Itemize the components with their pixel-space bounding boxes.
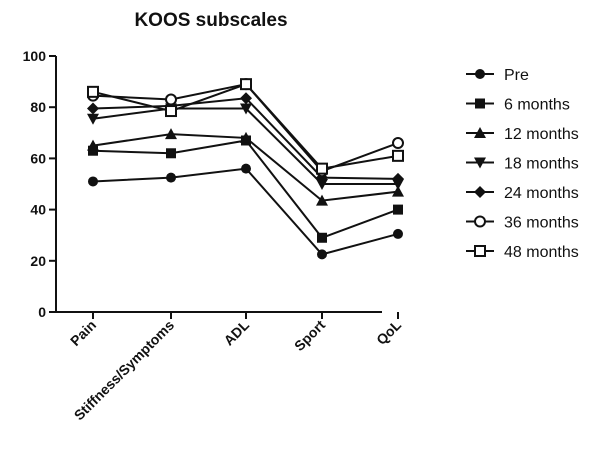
x-tick-label: QoL — [373, 316, 404, 347]
y-tick-label: 100 — [23, 48, 47, 64]
legend-marker — [474, 215, 486, 228]
data-point — [317, 232, 327, 243]
legend-label: 36 months — [504, 215, 579, 232]
data-point — [316, 179, 328, 190]
data-point — [392, 172, 404, 185]
data-point — [393, 204, 403, 215]
legend-marker — [474, 157, 486, 169]
legend-marker — [475, 98, 485, 109]
data-point — [240, 103, 252, 115]
series-1 — [88, 135, 403, 243]
y-tick-label: 0 — [38, 304, 46, 320]
y-tick-label: 40 — [30, 202, 46, 218]
data-point — [87, 139, 99, 151]
legend-label: Pre — [504, 67, 529, 84]
data-point — [240, 131, 252, 143]
data-point — [392, 137, 404, 150]
series-line — [92, 167, 399, 256]
data-point — [317, 249, 327, 260]
legend-item: 18 months — [466, 156, 579, 173]
y-tick-label: 80 — [30, 99, 46, 115]
legend-marker — [474, 127, 486, 138]
series-6 — [87, 78, 404, 175]
series-0 — [88, 163, 403, 260]
legend-marker — [474, 186, 486, 198]
data-point — [88, 176, 98, 187]
data-point — [240, 92, 252, 105]
legend-marker — [475, 69, 485, 79]
data-point — [240, 78, 252, 91]
data-point — [88, 145, 98, 156]
series-group — [87, 78, 404, 260]
legend-label: 12 months — [504, 126, 579, 143]
y-tick-label: 20 — [30, 253, 46, 269]
data-point — [165, 105, 177, 118]
legend-marker — [474, 245, 486, 257]
data-point — [166, 172, 176, 183]
legend-item: 24 months — [466, 185, 579, 202]
data-point — [87, 85, 99, 98]
legend-item: 36 months — [466, 215, 579, 232]
x-tick-label: Pain — [67, 317, 99, 349]
series-2 — [87, 128, 404, 206]
legend: Pre 6 months 12 months 18 months 24 months 36… — [466, 67, 579, 261]
data-point — [241, 163, 251, 174]
legend-label: 48 months — [504, 244, 579, 261]
data-point — [87, 113, 99, 125]
data-point — [393, 228, 403, 239]
series-line — [92, 139, 399, 239]
legend-item: 6 months — [466, 97, 570, 114]
data-point — [392, 149, 404, 162]
chart-title: KOOS subscales — [134, 10, 287, 31]
legend-label: 18 months — [504, 156, 579, 173]
legend-item: Pre — [466, 67, 529, 84]
data-point — [165, 93, 177, 106]
legend-label: 24 months — [504, 185, 579, 202]
y-tick-label: 60 — [30, 150, 46, 166]
data-point — [166, 148, 176, 159]
legend-item: 12 months — [466, 126, 579, 143]
series-3 — [87, 103, 404, 190]
legend-label: 6 months — [504, 97, 570, 114]
x-tick-label: ADL — [220, 316, 252, 348]
data-point — [316, 194, 328, 206]
data-point — [87, 102, 99, 115]
data-point — [392, 185, 404, 197]
legend-item: 48 months — [466, 244, 579, 261]
x-tick-label: Sport — [291, 317, 328, 354]
data-point — [316, 162, 328, 175]
data-point — [165, 128, 177, 140]
